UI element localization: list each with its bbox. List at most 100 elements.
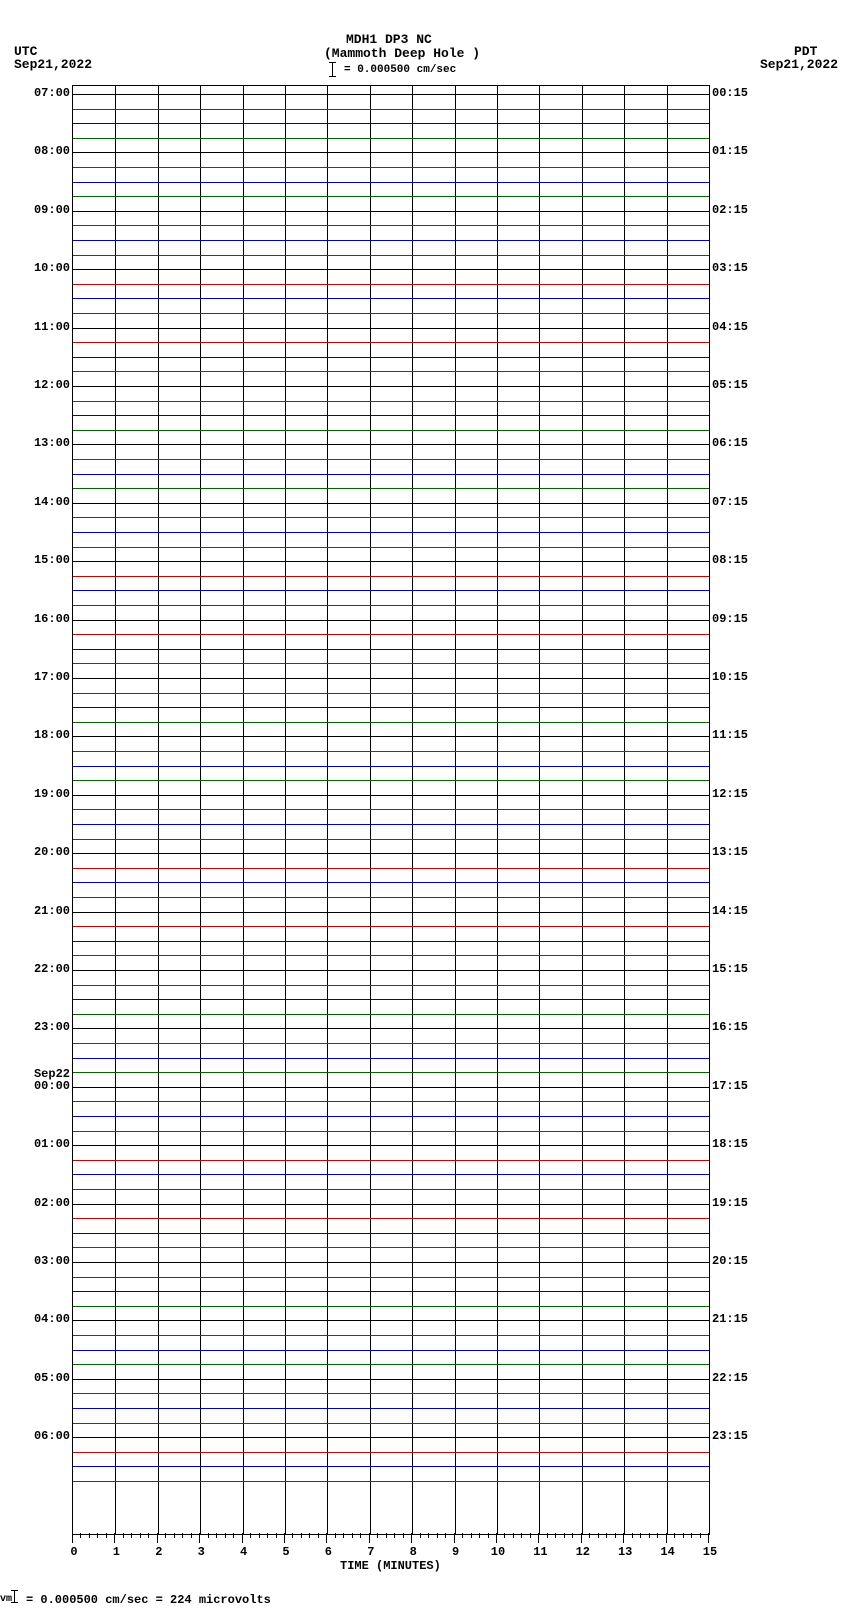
seismic-trace [73,561,709,562]
seismic-trace [73,1306,709,1307]
seismic-trace [73,196,709,197]
seismic-trace [73,459,709,460]
seismic-trace [73,736,709,737]
seismic-trace [73,211,709,212]
x-minor-tick [462,1533,463,1538]
seismic-trace [73,576,709,577]
seismic-trace [73,255,709,256]
seismic-trace [73,284,709,285]
seismic-trace [73,328,709,329]
seismic-trace [73,678,709,679]
seismic-trace [73,1204,709,1205]
pdt-time-label: 05:15 [712,378,748,392]
x-tick-label: 11 [530,1545,550,1559]
seismic-trace [73,415,709,416]
x-tick-label: 1 [106,1545,126,1559]
seismic-trace [73,109,709,110]
x-minor-tick [233,1533,234,1538]
utc-time-label: 19:00 [34,787,70,801]
seismic-trace [73,1072,709,1073]
seismic-trace [73,882,709,883]
x-major-tick [581,1533,582,1543]
seismic-trace [73,1131,709,1132]
x-tick-label: 5 [276,1545,296,1559]
utc-time-label: 06:00 [34,1429,70,1443]
seismic-trace [73,649,709,650]
seismic-trace [73,138,709,139]
seismic-trace [73,590,709,591]
seismic-trace [73,430,709,431]
x-major-tick [454,1533,455,1543]
footer-vm-prefix: vm [0,1594,12,1605]
x-minor-tick [428,1533,429,1538]
pdt-time-label: 19:15 [712,1196,748,1210]
x-minor-tick [403,1533,404,1538]
x-tick-label: 12 [573,1545,593,1559]
x-major-tick [708,1533,709,1543]
pdt-time-label: 12:15 [712,787,748,801]
x-minor-tick [174,1533,175,1538]
x-minor-tick [80,1533,81,1538]
seismic-trace [73,634,709,635]
utc-time-label: 04:00 [34,1312,70,1326]
x-minor-tick [377,1533,378,1538]
seismic-trace [73,897,709,898]
seismic-trace [73,1350,709,1351]
x-tick-label: 14 [658,1545,678,1559]
x-minor-tick [683,1533,684,1538]
seismic-trace [73,488,709,489]
x-minor-tick [598,1533,599,1538]
pdt-time-label: 07:15 [712,495,748,509]
x-minor-tick [140,1533,141,1538]
utc-time-label: 16:00 [34,612,70,626]
x-minor-tick [674,1533,675,1538]
seismic-trace [73,182,709,183]
header-scale-bar [332,62,333,76]
pdt-time-label: 22:15 [712,1371,748,1385]
x-major-tick [666,1533,667,1543]
pdt-time-label: 10:15 [712,670,748,684]
utc-time-label: 02:00 [34,1196,70,1210]
seismic-trace [73,1277,709,1278]
seismic-trace [73,298,709,299]
seismic-trace [73,926,709,927]
seismic-trace [73,1364,709,1365]
x-minor-tick [657,1533,658,1538]
seismic-trace [73,1145,709,1146]
x-minor-tick [352,1533,353,1538]
x-minor-tick [301,1533,302,1538]
seismic-trace [73,1058,709,1059]
x-minor-tick [547,1533,548,1538]
seismic-trace [73,839,709,840]
footer-scale-bar-top [11,1590,18,1591]
x-minor-tick [208,1533,209,1538]
x-minor-tick [292,1533,293,1538]
utc-time-label: 23:00 [34,1020,70,1034]
x-major-tick [369,1533,370,1543]
x-major-tick [496,1533,497,1543]
footer-scale-bar-bot [11,1602,18,1603]
x-tick-label: 4 [234,1545,254,1559]
x-minor-tick [123,1533,124,1538]
seismic-trace [73,1028,709,1029]
x-minor-tick [225,1533,226,1538]
x-major-tick [199,1533,200,1543]
pdt-time-label: 21:15 [712,1312,748,1326]
x-major-tick [114,1533,115,1543]
utc-time-label: 13:00 [34,436,70,450]
seismic-trace [73,386,709,387]
seismic-trace [73,1379,709,1380]
station-name: (Mammoth Deep Hole ) [324,46,480,61]
seismic-trace [73,167,709,168]
header-scale-bar-top [329,62,336,63]
x-minor-tick [445,1533,446,1538]
seismic-trace [73,313,709,314]
seismic-trace [73,1014,709,1015]
x-minor-tick [640,1533,641,1538]
seismic-trace [73,1262,709,1263]
seismic-trace [73,371,709,372]
x-tick-label: 6 [318,1545,338,1559]
seismic-trace [73,240,709,241]
utc-time-label: 00:00 [34,1079,70,1093]
utc-time-label: 20:00 [34,845,70,859]
